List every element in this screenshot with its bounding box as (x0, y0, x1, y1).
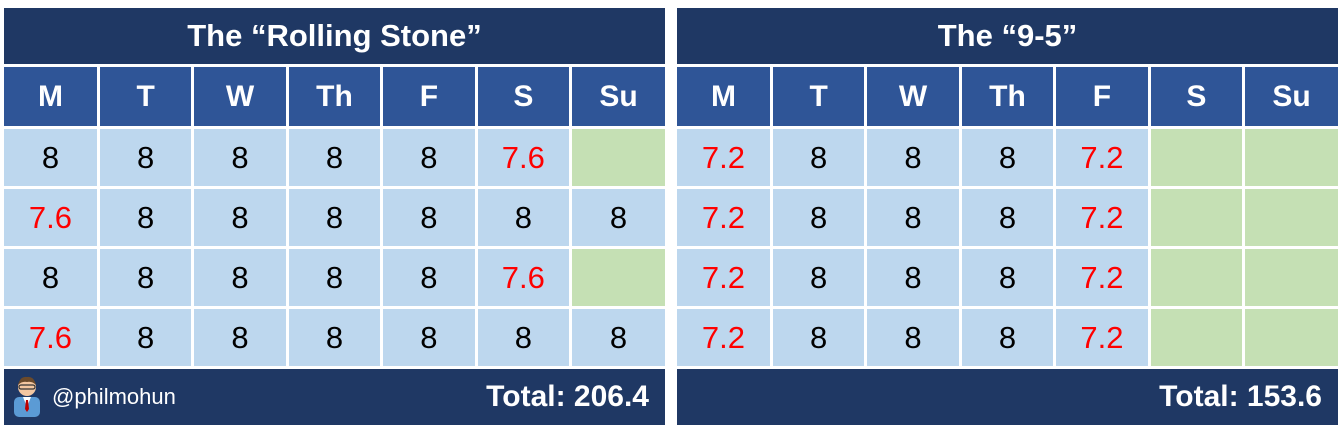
hours-cell: 7.2 (1053, 306, 1151, 369)
hours-cell: 8 (191, 186, 289, 249)
hours-cell: 7.2 (677, 246, 773, 309)
week-row: 8 8 8 8 8 7.6 (4, 126, 665, 189)
hours-cell: 7.2 (677, 186, 773, 249)
hours-cell: 8 (285, 246, 384, 309)
hours-cell: 8 (4, 126, 100, 189)
nine-to-five-panel: The “9-5” M T W Th F S Su 7.2 8 8 8 7.2 (677, 8, 1338, 425)
hours-cell: 8 (864, 126, 962, 189)
author-handle: @philmohun (52, 384, 176, 409)
hours-cell (569, 246, 665, 309)
hours-cell: 8 (864, 246, 962, 309)
total-hours: Total: 153.6 (1159, 380, 1322, 413)
day-header-fri: F (380, 67, 478, 129)
hours-cell: 8 (958, 186, 1057, 249)
hours-cell: 8 (380, 306, 478, 369)
hours-cell: 7.6 (474, 246, 573, 309)
hours-cell (569, 126, 665, 189)
hours-cell: 8 (864, 186, 962, 249)
hours-cell (1147, 306, 1246, 369)
hours-cell: 7.2 (677, 306, 773, 369)
schedule-table: M T W Th F S Su 7.2 8 8 8 7.2 7.2 8 (677, 67, 1338, 369)
hours-cell: 8 (4, 246, 100, 309)
day-header-mon: M (4, 67, 100, 129)
hours-cell: 8 (769, 186, 868, 249)
day-header-mon: M (677, 67, 773, 129)
total-hours: Total: 206.4 (486, 380, 649, 413)
hours-cell: 8 (380, 186, 478, 249)
hours-cell: 7.2 (1053, 126, 1151, 189)
hours-cell: 8 (769, 246, 868, 309)
hours-cell: 7.6 (4, 186, 100, 249)
panel-title: The “9-5” (677, 8, 1338, 64)
day-header-wed: W (864, 67, 962, 129)
hours-cell: 8 (380, 246, 478, 309)
day-header-row: M T W Th F S Su (4, 67, 665, 129)
author-credit: @philmohun (12, 369, 176, 425)
person-avatar-icon (12, 373, 42, 422)
hours-cell (1242, 186, 1338, 249)
hours-cell: 7.2 (1053, 246, 1151, 309)
week-row: 7.2 8 8 8 7.2 (677, 246, 1338, 309)
day-header-sun: Su (569, 67, 665, 129)
hours-cell: 8 (958, 126, 1057, 189)
hours-cell: 8 (191, 306, 289, 369)
week-row: 7.6 8 8 8 8 8 8 (4, 306, 665, 369)
day-header-wed: W (191, 67, 289, 129)
hours-cell: 8 (864, 306, 962, 369)
hours-cell: 8 (380, 126, 478, 189)
hours-cell: 8 (285, 186, 384, 249)
panel-footer: @philmohun Total: 206.4 (4, 369, 665, 425)
hours-cell: 7.2 (677, 126, 773, 189)
hours-cell: 8 (96, 186, 195, 249)
hours-cell (1242, 246, 1338, 309)
day-header-thu: Th (958, 67, 1057, 129)
week-row: 7.2 8 8 8 7.2 (677, 126, 1338, 189)
day-header-row: M T W Th F S Su (677, 67, 1338, 129)
hours-cell: 8 (958, 246, 1057, 309)
hours-cell: 7.2 (1053, 186, 1151, 249)
hours-cell: 8 (285, 126, 384, 189)
hours-cell: 8 (569, 186, 665, 249)
hours-cell: 8 (569, 306, 665, 369)
hours-cell (1147, 126, 1246, 189)
week-row: 8 8 8 8 8 7.6 (4, 246, 665, 309)
week-row: 7.2 8 8 8 7.2 (677, 306, 1338, 369)
panel-title: The “Rolling Stone” (4, 8, 665, 64)
hours-cell (1147, 246, 1246, 309)
hours-cell: 8 (958, 306, 1057, 369)
hours-cell: 7.6 (474, 126, 573, 189)
day-header-tue: T (769, 67, 868, 129)
hours-cell: 7.6 (4, 306, 100, 369)
hours-cell: 8 (96, 306, 195, 369)
schedule-table: M T W Th F S Su 8 8 8 8 8 7.6 7.6 8 (4, 67, 665, 369)
day-header-sat: S (474, 67, 573, 129)
hours-cell: 8 (191, 246, 289, 309)
hours-cell: 8 (769, 306, 868, 369)
hours-cell: 8 (474, 306, 573, 369)
hours-cell (1147, 186, 1246, 249)
week-row: 7.2 8 8 8 7.2 (677, 186, 1338, 249)
hours-cell: 8 (96, 126, 195, 189)
day-header-thu: Th (285, 67, 384, 129)
day-header-fri: F (1053, 67, 1151, 129)
day-header-tue: T (96, 67, 195, 129)
rolling-stone-panel: The “Rolling Stone” M T W Th F S Su 8 8 … (4, 8, 665, 425)
hours-cell: 8 (769, 126, 868, 189)
hours-cell (1242, 306, 1338, 369)
week-row: 7.6 8 8 8 8 8 8 (4, 186, 665, 249)
panel-footer: Total: 153.6 (677, 369, 1338, 425)
hours-cell: 8 (191, 126, 289, 189)
hours-cell: 8 (96, 246, 195, 309)
hours-cell: 8 (474, 186, 573, 249)
hours-cell (1242, 126, 1338, 189)
hours-cell: 8 (285, 306, 384, 369)
day-header-sun: Su (1242, 67, 1338, 129)
day-header-sat: S (1147, 67, 1246, 129)
